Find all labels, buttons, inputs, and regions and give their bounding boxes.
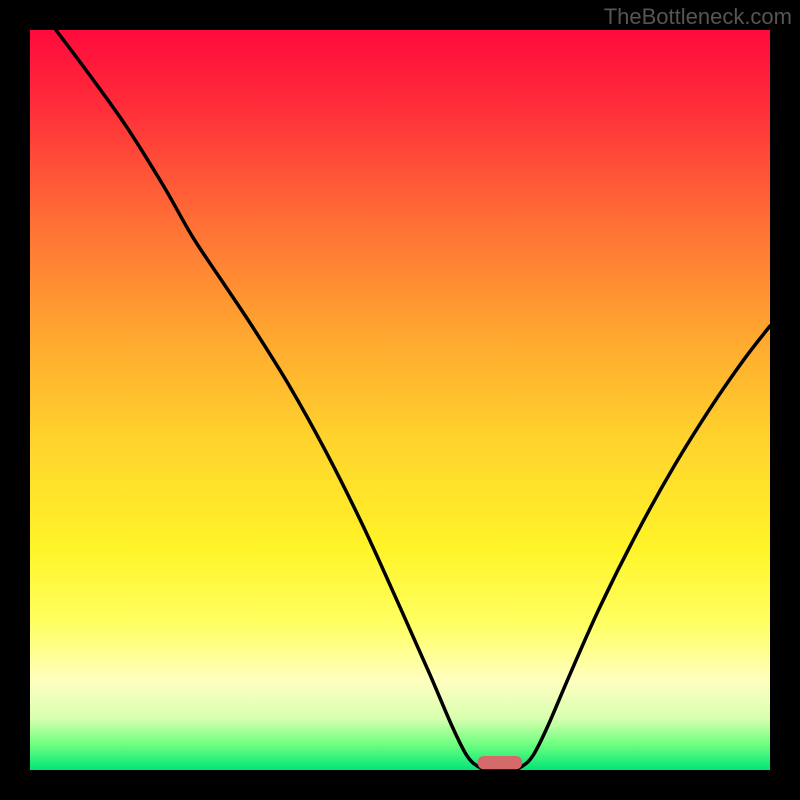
plot-background	[30, 30, 770, 770]
chart-svg	[0, 0, 800, 800]
watermark-text: TheBottleneck.com	[604, 4, 792, 30]
optimum-marker	[478, 756, 522, 769]
bottleneck-chart: TheBottleneck.com	[0, 0, 800, 800]
